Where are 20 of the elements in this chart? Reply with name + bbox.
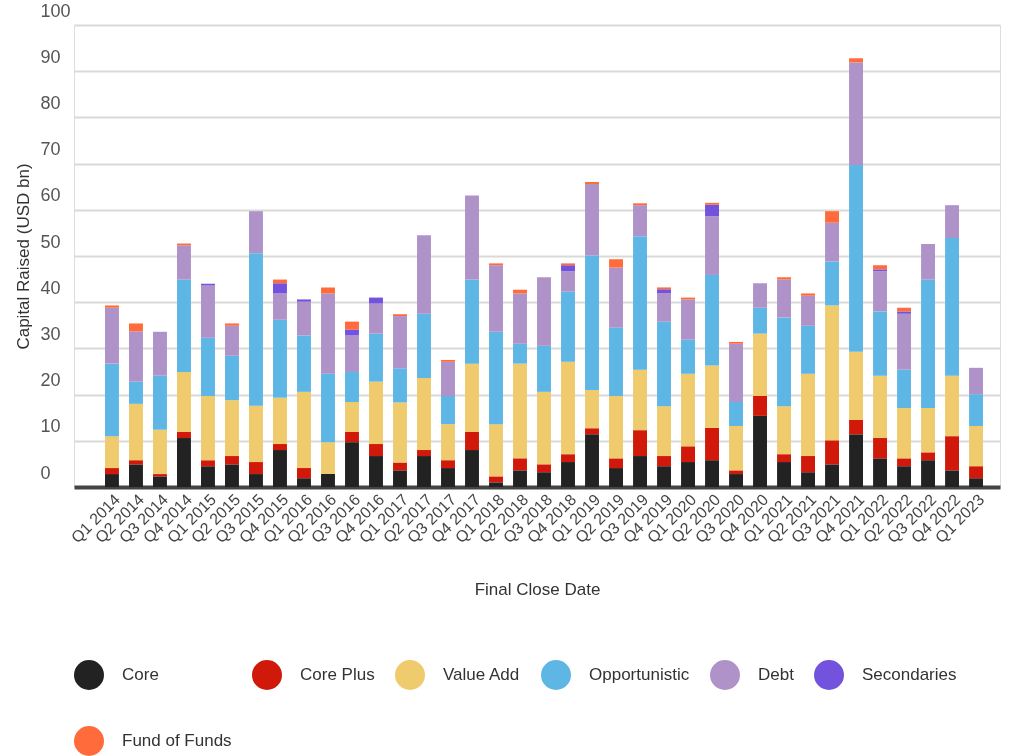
legend-label: Core Plus <box>300 665 375 684</box>
legend-label: Fund of Funds <box>122 731 232 750</box>
y-tick-label: 20 <box>40 370 61 391</box>
legend-label: Debt <box>758 665 795 684</box>
y-tick-label: 40 <box>40 277 61 298</box>
y-axis-title: Capital Raised (USD bn) <box>13 163 33 350</box>
y-tick-label: 50 <box>40 231 61 252</box>
legend-label: Value Add <box>443 665 520 684</box>
legend-label: Core <box>122 665 159 684</box>
y-tick-label: 10 <box>40 416 61 437</box>
y-tick-label: 30 <box>40 323 61 344</box>
legend-label: Opportunistic <box>589 665 690 684</box>
y-tick-label: 90 <box>40 46 61 67</box>
y-tick-label: 0 <box>40 462 51 483</box>
legend-label: Secondaries <box>862 665 957 684</box>
y-tick-label: 80 <box>40 92 61 113</box>
x-axis-title: Final Close Date <box>474 580 601 600</box>
y-tick-label: 70 <box>40 139 61 160</box>
y-tick-label: 60 <box>40 185 61 206</box>
y-tick-label: 100 <box>40 0 71 21</box>
